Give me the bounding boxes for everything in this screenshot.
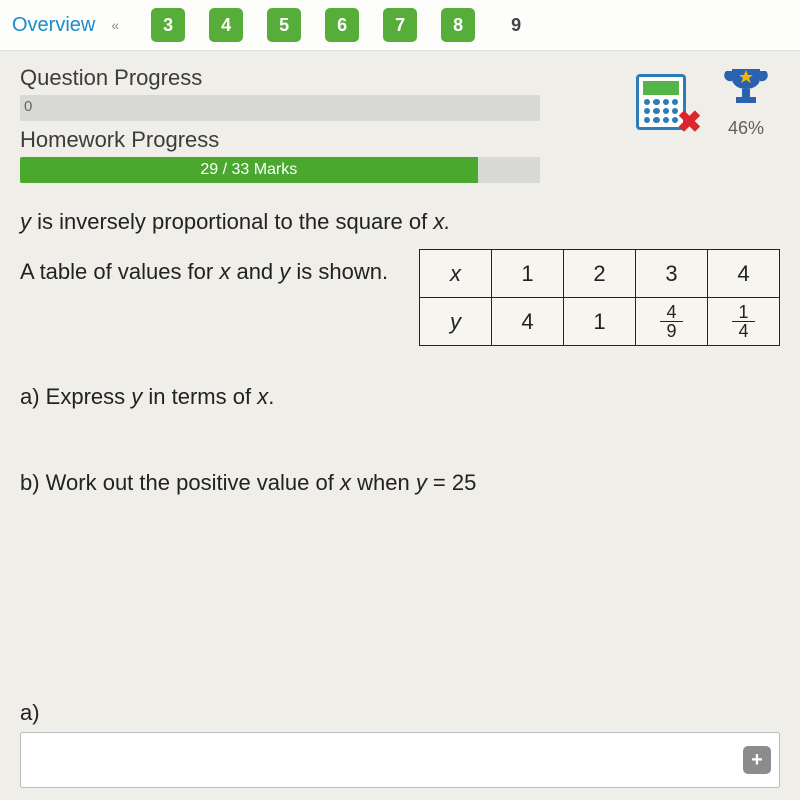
close-icon: ✖: [677, 105, 702, 140]
question-progress-label: Question Progress: [20, 65, 540, 91]
table-cell: 4: [492, 298, 564, 346]
table-row-label: y: [420, 298, 492, 346]
homework-progress-value: 29 / 33 Marks: [20, 157, 478, 183]
table-header-cell: 2: [564, 250, 636, 298]
question-nav-6[interactable]: 6: [325, 8, 359, 42]
table-header-cell: x: [420, 250, 492, 298]
add-icon[interactable]: +: [743, 746, 771, 774]
trophy-percent: 46%: [722, 118, 770, 139]
top-nav: Overview « 3456789: [0, 0, 800, 51]
question-nav-5[interactable]: 5: [267, 8, 301, 42]
chevron-left-icon[interactable]: «: [111, 17, 119, 33]
part-a-text: a) Express y in terms of x.: [20, 384, 780, 410]
table-cell: 1: [564, 298, 636, 346]
part-b-text: b) Work out the positive value of x when…: [20, 470, 780, 496]
values-table: x1234 y414914: [419, 249, 780, 346]
question-nav-7[interactable]: 7: [383, 8, 417, 42]
answer-label-a: a): [20, 700, 780, 726]
table-cell: 49: [636, 298, 708, 346]
table-header-cell: 3: [636, 250, 708, 298]
overview-link[interactable]: Overview: [12, 14, 95, 37]
question-progress-bar: 0: [20, 95, 540, 121]
question-nav-8[interactable]: 8: [441, 8, 475, 42]
homework-progress-label: Homework Progress: [20, 127, 540, 153]
question-nav-9[interactable]: 9: [499, 8, 533, 42]
homework-progress-bar: 29 / 33 Marks: [20, 157, 540, 183]
answer-input[interactable]: +: [20, 732, 780, 788]
question-line-2: A table of values for x and y is shown.: [20, 249, 388, 285]
table-header-cell: 4: [708, 250, 780, 298]
calculator-disabled-icon: ✖: [636, 74, 686, 130]
question-progress-value: 0: [24, 98, 32, 115]
question-nav-4[interactable]: 4: [209, 8, 243, 42]
table-header-cell: 1: [492, 250, 564, 298]
trophy-icon: 46%: [722, 65, 770, 139]
table-cell: 14: [708, 298, 780, 346]
question-line-1: y is inversely proportional to the squar…: [20, 209, 780, 235]
question-nav-3[interactable]: 3: [151, 8, 185, 42]
